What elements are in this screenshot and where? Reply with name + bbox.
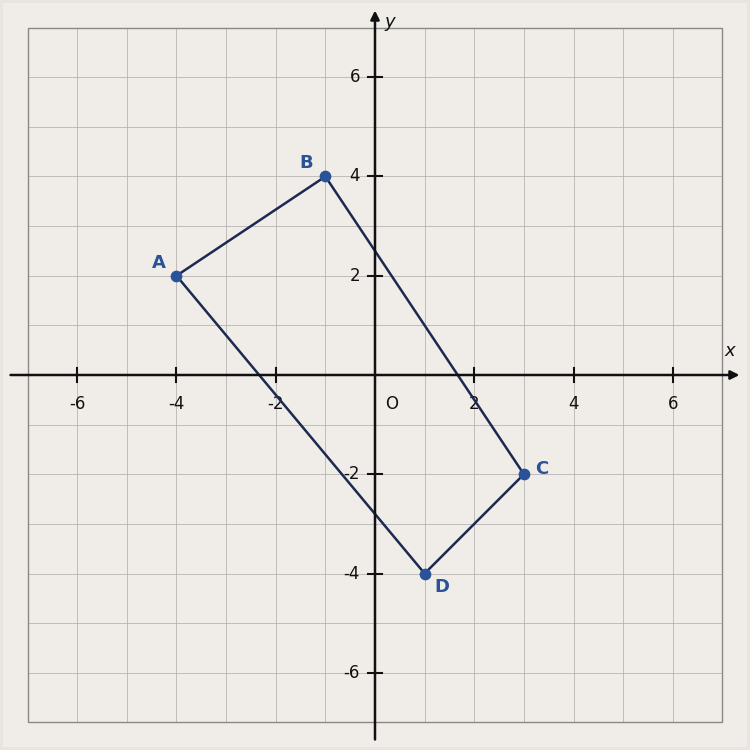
Text: 4: 4: [568, 394, 579, 412]
Text: 2: 2: [350, 267, 360, 285]
Text: 6: 6: [668, 394, 678, 412]
Text: -4: -4: [168, 394, 184, 412]
Text: 4: 4: [350, 167, 360, 185]
Text: -6: -6: [69, 394, 86, 412]
Text: -6: -6: [344, 664, 360, 682]
Text: x: x: [724, 342, 735, 360]
Point: [320, 170, 332, 182]
Text: B: B: [300, 154, 313, 172]
Text: A: A: [152, 254, 166, 272]
Text: -4: -4: [344, 565, 360, 583]
Text: O: O: [385, 394, 398, 412]
Point: [419, 568, 430, 580]
Text: y: y: [385, 13, 395, 31]
Text: C: C: [535, 460, 548, 478]
Text: 2: 2: [469, 394, 479, 412]
Text: -2: -2: [344, 465, 360, 483]
Text: -2: -2: [268, 394, 284, 412]
Text: D: D: [434, 578, 449, 596]
Point: [170, 270, 182, 282]
Point: [518, 468, 530, 480]
Text: 6: 6: [350, 68, 360, 86]
